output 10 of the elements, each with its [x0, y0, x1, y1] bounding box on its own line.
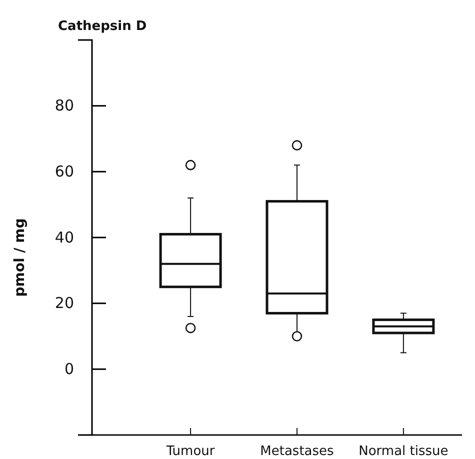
chart-title: Cathepsin D — [58, 19, 147, 34]
y-tick-label: 80 — [54, 96, 74, 115]
x-tick-label: Normal tissue — [358, 444, 448, 459]
y-tick-label: 20 — [54, 294, 74, 312]
y-tick-label: 0 — [64, 360, 74, 378]
y-tick-label: 60 — [54, 162, 74, 180]
y-axis-title: pmol / mg — [12, 218, 28, 297]
x-tick-label: Tumour — [165, 444, 216, 459]
x-tick-label: Metastases — [260, 444, 334, 459]
y-tick-label: 40 — [54, 228, 74, 246]
